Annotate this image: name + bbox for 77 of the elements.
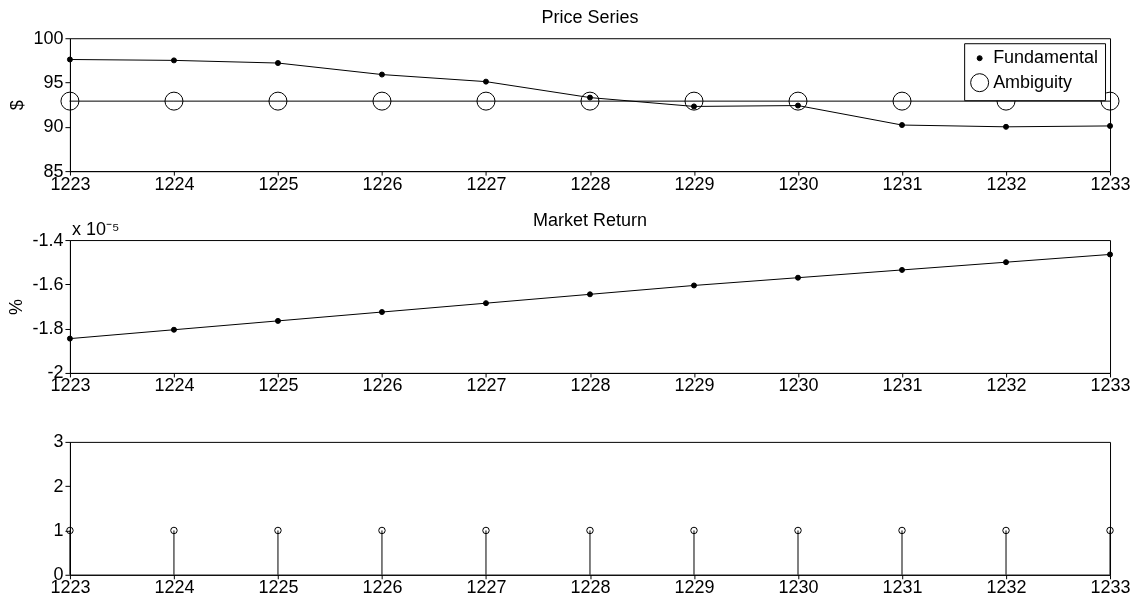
y-tick-label: 90 bbox=[43, 116, 64, 137]
x-tick-label: 1226 bbox=[362, 375, 403, 396]
point bbox=[378, 71, 385, 78]
x-tick-label: 1226 bbox=[362, 173, 403, 194]
x-tick-label: 1232 bbox=[986, 173, 1027, 194]
y-axis-title: $ bbox=[7, 100, 28, 111]
point bbox=[580, 91, 600, 111]
point bbox=[482, 78, 489, 85]
chart-title: Market Return bbox=[533, 210, 647, 231]
point bbox=[1003, 259, 1010, 266]
point bbox=[795, 274, 801, 281]
point bbox=[482, 300, 489, 307]
x-tick-label: 1225 bbox=[258, 577, 299, 598]
x-tick-label: 1224 bbox=[154, 173, 195, 194]
point bbox=[1107, 122, 1114, 129]
point bbox=[690, 103, 697, 110]
x-tick-label: 1225 bbox=[258, 173, 299, 194]
x-tick-label: 1229 bbox=[674, 577, 715, 598]
x-tick-label: 1230 bbox=[778, 173, 819, 194]
point bbox=[66, 335, 73, 342]
x-tick-label: 1231 bbox=[882, 173, 923, 194]
point bbox=[1107, 251, 1114, 258]
x-tick-label: 1224 bbox=[154, 577, 195, 598]
x-tick-label: 1225 bbox=[258, 375, 299, 396]
x-tick-label: 1230 bbox=[778, 375, 819, 396]
x-tick-label: 1228 bbox=[570, 173, 611, 194]
point bbox=[274, 60, 281, 67]
point bbox=[788, 91, 808, 111]
x-tick-label: 1227 bbox=[466, 173, 507, 194]
point bbox=[476, 91, 496, 111]
x-tick-label: 1229 bbox=[674, 173, 715, 194]
y-axis-title: % bbox=[6, 298, 27, 315]
y-tick-label: 2 bbox=[53, 475, 64, 496]
point bbox=[170, 57, 177, 64]
x-tick-label: 1232 bbox=[986, 375, 1027, 396]
text: x 10⁻⁵ bbox=[71, 219, 120, 240]
x-tick-label: 1233 bbox=[1090, 173, 1131, 194]
point bbox=[1003, 123, 1010, 130]
y-tick-label: 100 bbox=[33, 27, 64, 48]
y-tick-label: -1.4 bbox=[32, 229, 64, 250]
point bbox=[268, 91, 288, 111]
point bbox=[372, 91, 392, 111]
point bbox=[164, 91, 184, 111]
legend-label: Fundamental bbox=[993, 47, 1099, 68]
point bbox=[60, 91, 80, 111]
x-tick-label: 1231 bbox=[882, 375, 923, 396]
y-tick-label: -1.8 bbox=[32, 318, 64, 339]
y-tick-label: 1 bbox=[53, 519, 64, 540]
x-tick-label: 1227 bbox=[466, 375, 507, 396]
point bbox=[170, 326, 177, 333]
x-tick-label: 1228 bbox=[570, 375, 611, 396]
point bbox=[690, 282, 697, 289]
point bbox=[1100, 91, 1120, 111]
x-tick-label: 1229 bbox=[674, 375, 715, 396]
y-tick-label: -1.6 bbox=[32, 273, 64, 294]
point bbox=[684, 91, 704, 111]
x-tick-label: 1228 bbox=[570, 577, 611, 598]
legend-label: Ambiguity bbox=[993, 71, 1073, 92]
point bbox=[586, 291, 593, 298]
x-tick-label: 1230 bbox=[778, 577, 819, 598]
point bbox=[66, 56, 73, 63]
point bbox=[899, 122, 906, 129]
x-tick-label: 1224 bbox=[154, 375, 195, 396]
x-tick-label: 1226 bbox=[362, 577, 403, 598]
point bbox=[892, 91, 912, 111]
y-tick-label: 3 bbox=[53, 431, 64, 452]
y-tick-label: 95 bbox=[43, 72, 64, 93]
chart-title: Price Series bbox=[541, 7, 639, 28]
point bbox=[274, 317, 281, 324]
x-tick-label: 1231 bbox=[882, 577, 923, 598]
point bbox=[795, 102, 801, 109]
x-tick-label: 1233 bbox=[1090, 577, 1131, 598]
x-tick-label: 1227 bbox=[466, 577, 507, 598]
point bbox=[378, 309, 385, 316]
point bbox=[899, 266, 906, 273]
x-tick-label: 1233 bbox=[1090, 375, 1131, 396]
x-tick-label: 1232 bbox=[986, 577, 1027, 598]
